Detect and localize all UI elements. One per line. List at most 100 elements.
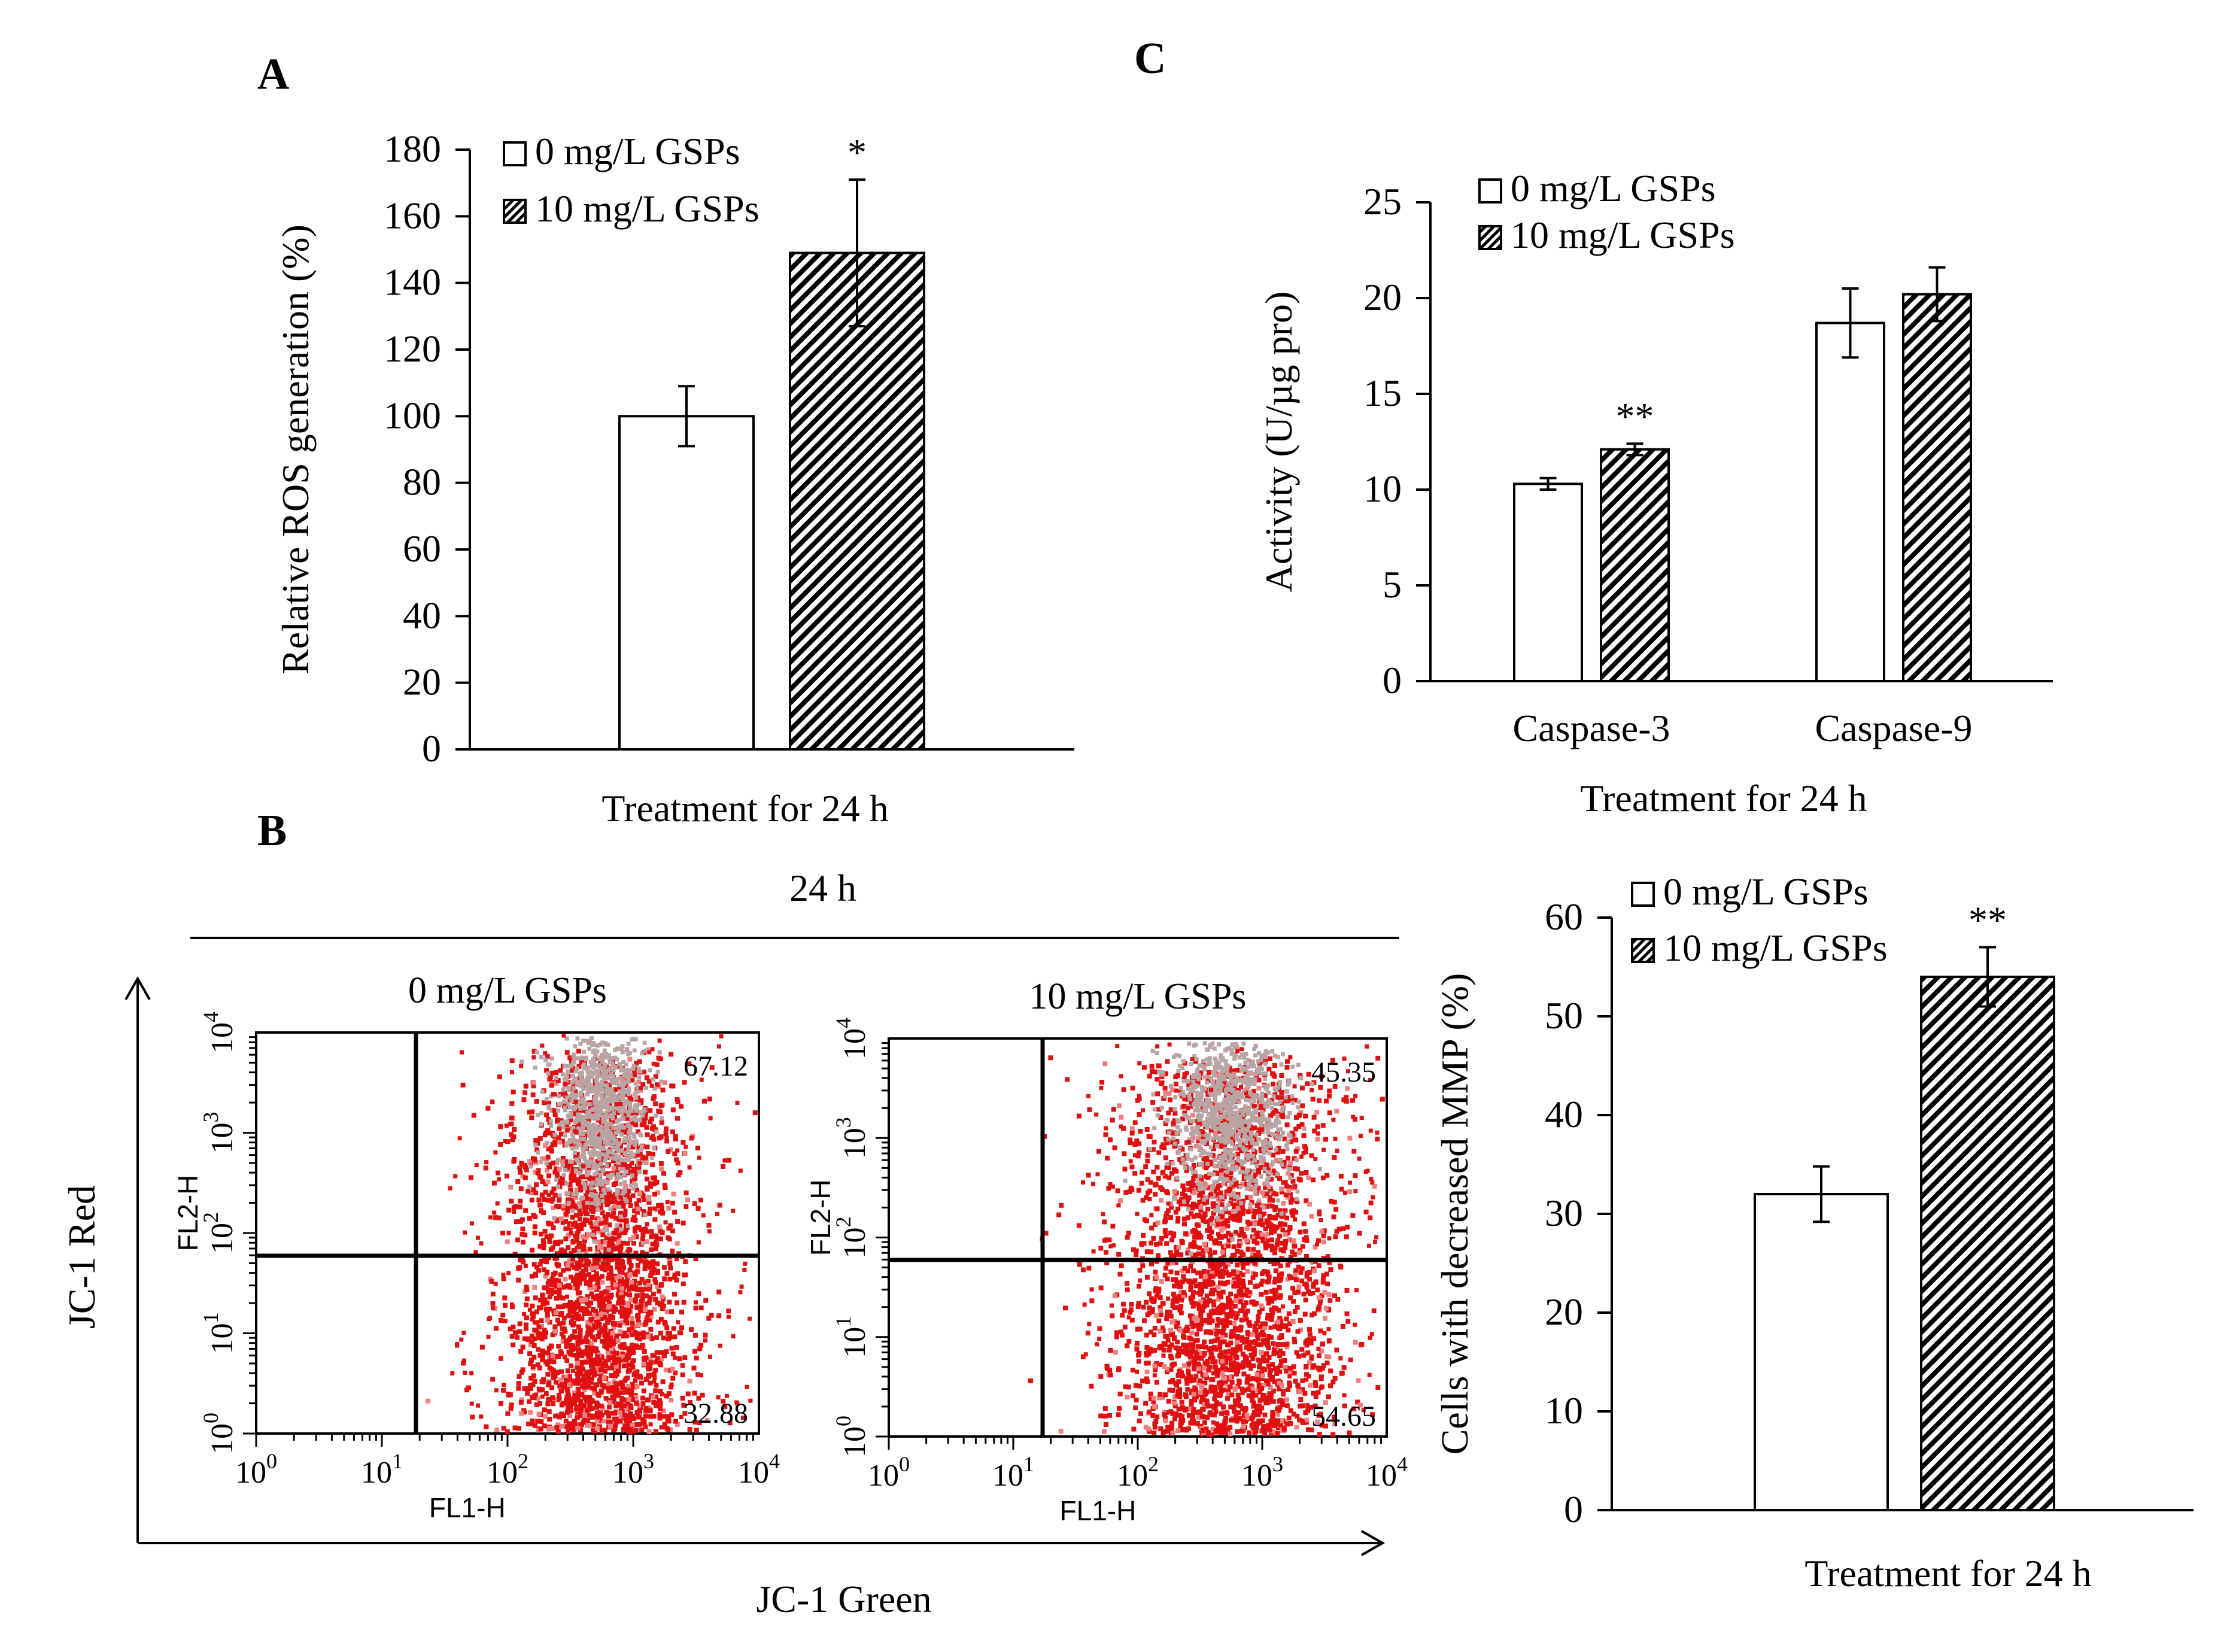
upper-right-percentage: 67.12 [683,1050,748,1082]
x-tick-label: 100 [235,1449,277,1490]
category-label: Caspase-3 [1512,707,1670,749]
x-tick-label: 101 [992,1452,1034,1493]
fl2-axis-label: FL2-H [172,1175,203,1252]
jc1-green-label: JC-1 Green [756,1578,931,1620]
upper-right-percentage: 45.35 [1311,1056,1376,1088]
y-tick-exponent: 0 [831,1416,855,1426]
x-tick-exponent: 0 [266,1449,277,1473]
y-tick-label: 101 [831,1316,872,1358]
legend-label-0mg: 0 mg/L GSPs [1663,870,1869,913]
y-tick-label: 180 [384,127,441,170]
legend-label-10mg: 10 mg/L GSPs [1511,214,1735,256]
x-axis-label: Treatment for 24 h [1804,1552,2091,1595]
y-tick-base: 10 [205,1323,239,1355]
lower-right-percentage: 32.88 [683,1398,748,1429]
legend-label-10mg: 10 mg/L GSPs [535,187,759,230]
x-tick-exponent: 2 [1148,1452,1159,1476]
x-axis-label: Treatment for 24 h [601,787,888,830]
y-tick-label: 40 [403,594,441,636]
y-tick-label: 25 [1363,180,1402,223]
x-axis-label: Treatment for 24 h [1580,777,1867,819]
y-tick-exponent: 0 [199,1413,223,1423]
x-tick-label: 102 [487,1449,528,1490]
y-tick-label: 20 [1363,276,1402,318]
y-tick-label: 0 [422,727,441,770]
y-tick-exponent: 3 [831,1117,855,1128]
dot-plot-title: 0 mg/L GSPs [408,970,607,1011]
bar-10mg-0 [1600,448,1670,682]
y-tick-label: 100 [831,1416,872,1457]
panel-label-b: B [257,806,287,855]
panel-label-c: C [1134,34,1166,83]
y-tick-exponent: 3 [199,1112,223,1123]
fl1-axis-label: FL1-H [429,1492,506,1523]
y-tick-label: 15 [1363,372,1402,414]
flow-cytometry-panel: 24 h JC-1 Red JC-1 Green 0 mg/L GSPs 67.1… [60,867,1408,1620]
legend-swatch-0mg [503,141,527,166]
y-tick-label: 160 [384,194,441,236]
significance-marker: ** [1968,899,2007,942]
dot-plot-events [425,1033,758,1435]
y-tick-label: 104 [199,1012,239,1053]
dot-plot-events [1028,1041,1385,1438]
legend-swatch-10mg [1631,938,1655,963]
y-tick-exponent: 4 [831,1018,855,1028]
x-tick-exponent: 1 [1023,1452,1034,1476]
y-tick-base: 10 [838,1228,872,1259]
x-tick-base: 10 [1366,1459,1397,1493]
bar-0mg-0 [1754,1193,1889,1511]
x-tick-label: 103 [612,1449,654,1490]
y-tick-label: 103 [199,1112,239,1154]
category-label: Caspase-9 [1815,707,1972,749]
dot-plot-10mg: 10 mg/L GSPs45.3554.65100100101101102102… [805,976,1408,1526]
x-tick-base: 10 [487,1456,518,1490]
y-tick-label: 102 [831,1217,872,1259]
significance-marker: ** [1616,395,1654,438]
legend-label-0mg: 0 mg/L GSPs [535,130,740,172]
bar-10mg-0 [1920,976,2055,1511]
y-axis-label: Activity (U/µg pro) [1257,291,1300,593]
x-tick-label: 104 [738,1449,780,1490]
y-axis-label: Cells with decreased MMP (%) [1433,973,1476,1455]
bar-0mg-0 [618,415,755,751]
y-tick-label: 10 [1363,467,1402,510]
y-tick-label: 20 [1545,1290,1583,1333]
y-tick-label: 102 [199,1212,239,1254]
y-tick-exponent: 2 [199,1212,223,1223]
lower-right-percentage: 54.65 [1311,1401,1376,1432]
y-tick-base: 10 [205,1123,239,1154]
y-tick-label: 30 [1545,1192,1583,1234]
y-tick-exponent: 1 [831,1316,855,1327]
y-tick-label: 5 [1383,563,1402,606]
legend-swatch-0mg [1631,882,1655,907]
y-tick-label: 60 [403,527,441,570]
jc1-red-label: JC-1 Red [60,1185,103,1329]
y-tick-label: 0 [1564,1488,1583,1530]
y-tick-base: 10 [205,1423,239,1454]
x-tick-exponent: 0 [899,1452,910,1476]
x-tick-base: 10 [235,1456,266,1490]
x-tick-label: 103 [1241,1452,1283,1493]
x-tick-exponent: 3 [643,1449,654,1473]
bar-10mg-0 [789,251,925,751]
y-tick-label: 80 [403,461,441,503]
x-tick-exponent: 4 [1397,1452,1408,1476]
y-tick-label: 120 [384,327,441,370]
dot-plot-title: 10 mg/L GSPs [1029,976,1247,1017]
bar-10mg-1 [1902,293,1972,683]
y-tick-base: 10 [205,1022,239,1053]
y-tick-label: 104 [831,1018,872,1059]
x-tick-base: 10 [1241,1459,1272,1493]
y-tick-base: 10 [838,1327,872,1358]
y-axis-label: Relative ROS generation (%) [274,224,317,675]
y-tick-label: 20 [403,661,441,703]
x-tick-label: 102 [1117,1452,1159,1493]
y-tick-label: 103 [831,1117,872,1159]
legend-swatch-10mg [503,199,527,224]
y-tick-exponent: 1 [199,1313,223,1323]
y-tick-label: 10 [1545,1389,1583,1432]
y-tick-label: 0 [1383,659,1402,702]
x-tick-exponent: 3 [1272,1452,1283,1476]
y-tick-label: 140 [384,261,441,303]
